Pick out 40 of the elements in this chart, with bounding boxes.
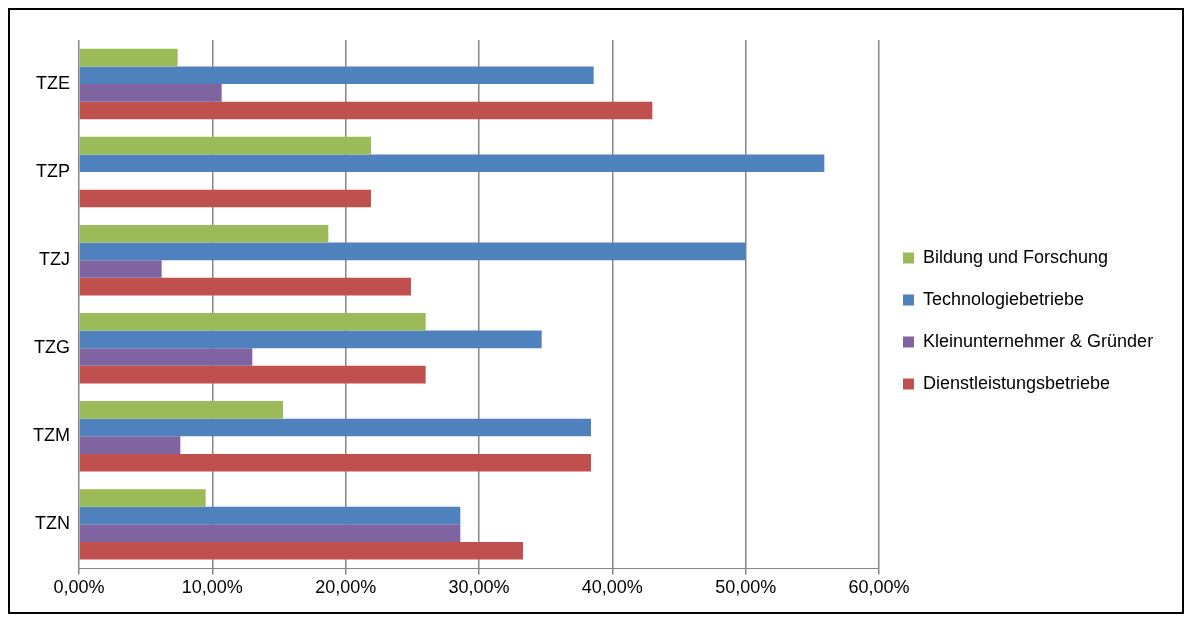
x-tick-label: 10,00% — [181, 577, 243, 598]
bar — [79, 506, 461, 525]
bar — [79, 260, 162, 278]
y-tick-label: TZM — [33, 425, 70, 446]
legend-label: Technologiebetriebe — [923, 288, 1085, 309]
bar — [79, 489, 206, 507]
bar — [79, 436, 181, 454]
bar — [79, 541, 523, 560]
legend-label: Kleinunternehmer & Gründer — [923, 330, 1154, 351]
x-tick-label: 0,00% — [53, 577, 105, 598]
bar — [79, 524, 461, 542]
bar — [79, 453, 591, 472]
bar — [79, 242, 746, 261]
bar — [79, 365, 426, 384]
bar — [79, 224, 329, 243]
x-tick-label: 40,00% — [581, 577, 643, 598]
bar — [79, 348, 253, 366]
legend-label: Dienstleistungsbetriebe — [923, 372, 1111, 393]
bar — [79, 136, 371, 155]
x-tick-label: 50,00% — [715, 577, 777, 598]
x-tick-label: 30,00% — [448, 577, 510, 598]
y-tick-label: TZP — [35, 161, 70, 182]
legend-label: Bildung und Forschung — [923, 246, 1109, 267]
bar — [79, 101, 653, 120]
bar — [79, 154, 825, 173]
bar — [79, 401, 283, 419]
y-tick-label: TZE — [35, 73, 70, 93]
bar — [79, 313, 426, 331]
bar — [79, 330, 542, 349]
y-tick-label: TZJ — [38, 249, 70, 270]
bar — [79, 418, 591, 437]
x-tick-label: 60,00% — [848, 577, 910, 598]
bar — [79, 277, 411, 296]
y-tick-label: TZG — [33, 337, 70, 358]
x-tick-label: 20,00% — [315, 577, 377, 598]
y-tick-label: TZN — [34, 513, 70, 534]
bar — [79, 48, 178, 67]
bar — [79, 84, 222, 102]
bar — [79, 189, 371, 208]
bar — [79, 66, 594, 85]
